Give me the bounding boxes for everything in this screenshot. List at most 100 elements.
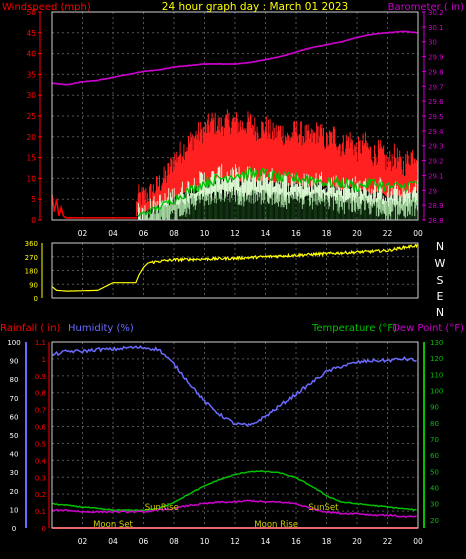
wind-x-tick: 10 [200, 229, 210, 238]
temp-y-tick: 20 [430, 517, 439, 525]
temperature-series [51, 470, 417, 512]
humidity-x-tick: 08 [169, 537, 179, 546]
baro-y-tick: 29.4 [428, 128, 444, 136]
baro-y-tick: 29.9 [428, 54, 444, 62]
wind-x-tick: 18 [322, 229, 332, 238]
humidity-y-tick: 80 [10, 376, 19, 384]
wind-y-tick: 30 [26, 91, 36, 100]
wind-y-tick: 25 [26, 112, 36, 121]
direction-series [51, 243, 418, 292]
wind-y-tick: 5 [31, 195, 36, 204]
barometer-axis-label: Barometer ( in) [388, 2, 464, 13]
direction-panel-frame [51, 242, 419, 299]
wind-x-tick: 06 [139, 229, 149, 238]
direction-y-tick: 270 [25, 254, 38, 262]
wind-x-tick: 20 [352, 229, 362, 238]
dewpoint-axis-label: Dew Point (°F) [392, 323, 464, 334]
wind-x-tick: 14 [261, 229, 271, 238]
humidity-y-tick: 40 [10, 451, 19, 459]
temp-y-tick: 110 [430, 371, 443, 379]
baro-y-tick: 29.3 [428, 143, 444, 151]
humidity-y-tick: 30 [10, 469, 19, 477]
humidity-x-tick: 10 [200, 537, 210, 546]
baro-y-tick: 29.8 [428, 68, 444, 76]
baro-y-tick: 30.1 [428, 24, 444, 32]
temp-y-tick: 70 [430, 436, 439, 444]
chart-title: 24 hour graph day : March 01 2023 [162, 1, 348, 13]
humidity-y-tick: 10 [10, 506, 19, 514]
humidity-y-tick: 60 [10, 413, 19, 421]
dewpoint-series [51, 499, 417, 519]
rain-y-tick: 0.8 [35, 390, 46, 398]
wind-y-tick: 40 [26, 50, 36, 59]
humidity-y-tick: 70 [10, 395, 19, 403]
rain-y-tick: 0.4 [35, 457, 47, 465]
sunset-annotation: SunSet [308, 503, 339, 513]
humidity-x-tick: 22 [383, 537, 393, 546]
humidity-x-tick: 12 [230, 537, 240, 546]
windspeed-axis-label: Windspeed (mph) [2, 2, 91, 13]
compass-label: W [435, 257, 446, 270]
wind-x-tick: 16 [291, 229, 301, 238]
wind-panel-frame [51, 11, 419, 221]
wind-low-series [143, 189, 419, 220]
humidity-x-tick: 18 [322, 537, 332, 546]
rain-y-tick: 1.1 [35, 339, 46, 347]
baro-y-tick: 29.1 [428, 172, 444, 180]
wind-x-tick: 00 [413, 229, 423, 238]
direction-y-tick: 90 [29, 281, 38, 289]
moonrise-annotation: Moon Rise [254, 520, 298, 530]
rain-y-tick: 0.3 [35, 474, 46, 482]
humidity-y-tick: 90 [10, 358, 19, 366]
baro-y-tick: 30.2 [428, 9, 444, 17]
wind-x-tick: 12 [230, 229, 240, 238]
wind-y-tick: 10 [26, 174, 36, 183]
wind-y-tick: 20 [26, 133, 36, 142]
humidity-x-tick: 14 [261, 537, 271, 546]
wind-y-tick: 0 [31, 216, 36, 225]
rain-y-tick: 0.2 [35, 491, 46, 499]
baro-y-tick: 29.7 [428, 83, 444, 91]
temperature-axis-label: Temperature (°F) [311, 323, 397, 334]
humidity-x-tick: 02 [78, 537, 88, 546]
humidity-x-tick: 04 [108, 537, 118, 546]
rain-y-tick: 0.7 [35, 407, 46, 415]
baro-y-tick: 29.6 [428, 98, 444, 106]
wind-y-tick: 15 [26, 154, 36, 163]
wind-x-tick: 08 [169, 229, 179, 238]
humidity-series [51, 345, 417, 427]
compass-label: S [437, 274, 444, 287]
humidity-x-tick: 06 [139, 537, 149, 546]
humidity-panel-frame [51, 341, 419, 529]
early-wind-series [51, 194, 138, 219]
temp-y-tick: 30 [430, 501, 439, 509]
humidity-y-tick: 100 [7, 339, 20, 347]
temp-y-tick: 60 [430, 452, 439, 460]
gust-series [136, 109, 418, 217]
direction-y-tick: 0 [34, 295, 38, 303]
compass-label: N [436, 240, 444, 253]
wind-x-tick: 04 [108, 229, 118, 238]
rainfall-axis-label: Rainfall ( in) [0, 323, 61, 334]
baro-y-tick: 28.8 [428, 217, 444, 225]
wind-y-tick: 50 [26, 8, 36, 17]
wind-x-tick: 22 [383, 229, 393, 238]
temp-y-tick: 90 [430, 404, 439, 412]
rain-y-tick: 1 [42, 356, 46, 364]
rain-y-tick: 0.5 [35, 440, 46, 448]
baro-y-tick: 30 [428, 39, 437, 47]
barometer-jitter-series [51, 30, 417, 86]
rain-y-tick: 0.6 [35, 424, 47, 432]
direction-y-tick: 180 [25, 268, 38, 276]
avgwind-series [136, 167, 419, 217]
temp-y-tick: 40 [430, 485, 439, 493]
direction-y-tick: 360 [25, 240, 38, 248]
temp-y-tick: 100 [430, 388, 443, 396]
humidity-axis-label: Humidity (%) [68, 323, 134, 334]
compass-label: N [436, 306, 444, 319]
humidity-x-tick: 00 [413, 537, 423, 546]
compass-label: E [437, 290, 444, 303]
wind-x-tick: 02 [78, 229, 88, 238]
